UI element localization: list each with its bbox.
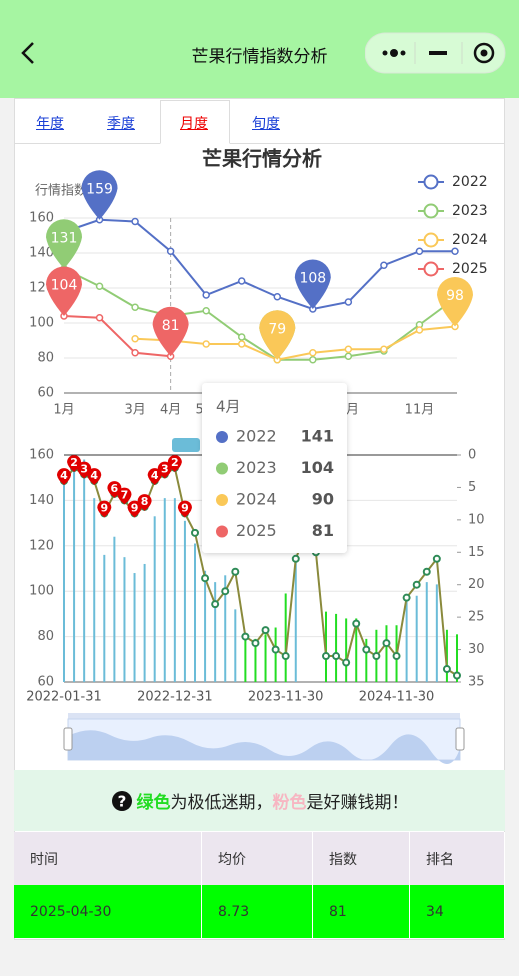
back-button[interactable] [18,40,38,66]
header-title: 芒果行情指数分析 [191,47,328,67]
notice-green: 绿色 [136,793,171,813]
table: 时间 均价 指数 排名 2025-04-30 8.73 81 34 [14,832,505,938]
table-cell: 2025-04-30 [14,885,202,938]
help-icon: ? [111,790,132,811]
notice: ? 绿色 为极低迷期， 粉色 是好赚钱期！ [14,770,505,831]
tab[interactable]: 月度 [180,116,208,132]
header: 芒果行情指数分析 [0,0,519,98]
table-header: 指数 [313,832,410,885]
capsule [365,32,506,74]
active-tab-box [160,100,230,144]
notice-text: 是好赚钱期！ [306,793,409,813]
close-button[interactable] [473,42,495,64]
table-header: 时间 [14,832,202,885]
tab[interactable]: 季度 [107,116,135,132]
table-cell: 81 [313,885,410,938]
more-button[interactable] [382,49,406,57]
table-cell: 34 [410,885,505,938]
table-cell: 8.73 [202,885,313,938]
table-header: 排名 [410,832,505,885]
minimize-button[interactable] [429,51,447,55]
tab[interactable]: 年度 [36,116,64,132]
tab[interactable]: 旬度 [252,116,280,132]
notice-text: 为极低迷期， [170,793,273,813]
notice-pink: 粉色 [272,793,307,813]
svg-text:?: ? [117,792,126,810]
tab-divider [14,143,505,144]
table-header: 均价 [202,832,313,885]
